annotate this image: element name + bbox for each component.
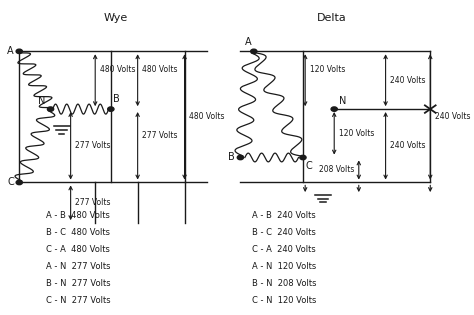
Circle shape: [251, 49, 257, 54]
Text: C - N  120 Volts: C - N 120 Volts: [252, 296, 316, 306]
Circle shape: [300, 155, 306, 160]
Text: 120 Volts: 120 Volts: [310, 65, 345, 74]
Text: 480 Volts: 480 Volts: [189, 112, 225, 121]
Text: 277 Volts: 277 Volts: [75, 141, 110, 150]
Text: B: B: [113, 94, 120, 104]
Text: C - A  240 Volts: C - A 240 Volts: [252, 245, 315, 254]
Text: B - N  208 Volts: B - N 208 Volts: [252, 279, 316, 288]
Text: 240 Volts: 240 Volts: [435, 112, 470, 121]
Circle shape: [47, 107, 54, 111]
Text: C: C: [305, 161, 312, 171]
Circle shape: [237, 155, 244, 160]
Circle shape: [331, 107, 337, 111]
Text: 120 Volts: 120 Volts: [339, 129, 374, 138]
Text: C: C: [7, 177, 14, 187]
Text: 240 Volts: 240 Volts: [390, 76, 426, 85]
Text: A - B  480 Volts: A - B 480 Volts: [46, 211, 110, 220]
Text: B - C  480 Volts: B - C 480 Volts: [46, 228, 110, 237]
Circle shape: [16, 49, 22, 54]
Text: N: N: [38, 96, 45, 106]
Text: A - B  240 Volts: A - B 240 Volts: [252, 211, 315, 220]
Text: 277 Volts: 277 Volts: [75, 198, 110, 207]
Circle shape: [16, 180, 22, 185]
Text: B - N  277 Volts: B - N 277 Volts: [46, 279, 111, 288]
Circle shape: [108, 107, 114, 111]
Text: 480 Volts: 480 Volts: [100, 65, 135, 74]
Text: B - C  240 Volts: B - C 240 Volts: [252, 228, 315, 237]
Text: A: A: [7, 46, 14, 56]
Text: 208 Volts: 208 Volts: [319, 165, 355, 175]
Text: N: N: [339, 96, 346, 106]
Text: A: A: [245, 37, 252, 47]
Text: A - N  277 Volts: A - N 277 Volts: [46, 262, 110, 271]
Text: 240 Volts: 240 Volts: [390, 141, 426, 150]
Text: C - N  277 Volts: C - N 277 Volts: [46, 296, 111, 306]
Text: Wye: Wye: [103, 13, 128, 23]
Text: C - A  480 Volts: C - A 480 Volts: [46, 245, 110, 254]
Text: A - N  120 Volts: A - N 120 Volts: [252, 262, 316, 271]
Text: 480 Volts: 480 Volts: [142, 65, 178, 74]
Text: Delta: Delta: [317, 13, 347, 23]
Text: B: B: [228, 152, 235, 163]
Text: 277 Volts: 277 Volts: [142, 130, 178, 140]
